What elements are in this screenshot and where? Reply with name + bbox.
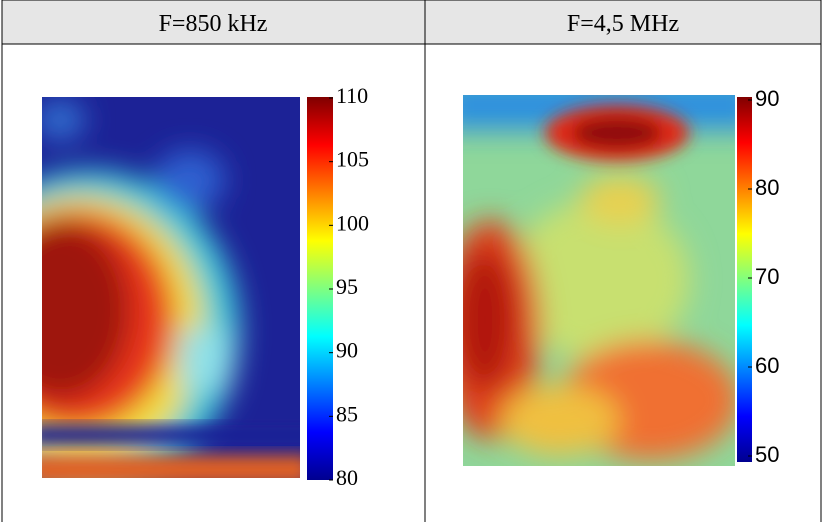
tick-label: 70 [755,264,779,289]
tick-label: 85 [336,401,358,426]
tick-label: 60 [755,353,779,378]
tick-label: 105 [336,147,369,172]
tick-label: 110 [336,83,368,108]
column-header: F=4,5 MHz [567,11,679,37]
tick-label: 95 [336,274,358,299]
tick-label: 90 [336,338,358,363]
tick-label: 100 [336,210,369,235]
colorbar [307,97,333,480]
colorbar-ticks: 90 80 70 60 50 [748,86,779,467]
heatmap [42,97,300,478]
colorbar-ticks: 110 105 100 95 90 85 80 [329,83,369,490]
colorbar [737,97,752,462]
tick-label: 50 [755,442,779,467]
tick-label: 90 [755,86,779,111]
header-row [2,0,821,44]
heatmap [463,95,735,466]
column-header: F=850 kHz [159,11,268,37]
tick-label: 80 [755,175,779,200]
tick-label: 80 [336,465,358,490]
